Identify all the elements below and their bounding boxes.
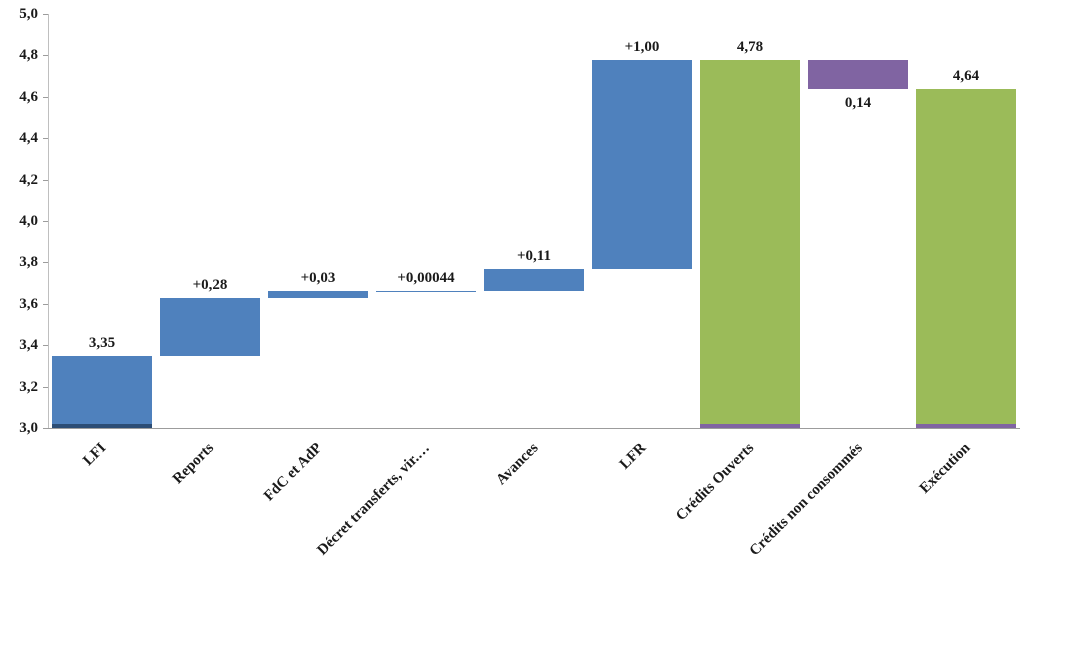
y-axis-line (48, 14, 49, 428)
y-axis-tick-mark (43, 179, 48, 181)
waterfall-bar-5 (484, 268, 584, 292)
y-axis-tick-mark (43, 386, 48, 388)
waterfall-bar-7 (700, 59, 800, 428)
bar-value-label: 3,35 (88, 334, 116, 351)
bar-value-label: +0,03 (300, 270, 336, 287)
y-axis-tick-mark (43, 428, 48, 429)
bar-value-label: 4,64 (952, 67, 980, 84)
y-axis-tick-label: 3,6 (19, 295, 38, 312)
bar-value-label: +1,00 (624, 38, 660, 55)
waterfall-bar-6 (592, 59, 692, 269)
waterfall-bar-9 (916, 88, 1016, 428)
bar-value-label: 0,14 (844, 94, 872, 111)
bar-value-label: +0,28 (192, 276, 228, 293)
category-label: LFI (80, 440, 110, 470)
category-label: Avances (493, 440, 542, 489)
y-axis-tick-mark (43, 345, 48, 347)
y-axis-tick-mark (43, 221, 48, 222)
waterfall-bar-1 (52, 355, 152, 428)
waterfall-bar-4 (376, 291, 476, 293)
waterfall-bar-3 (268, 291, 368, 298)
y-axis-tick-mark (43, 14, 48, 15)
category-label: Crédits non consommés (746, 440, 866, 560)
y-axis-tick-mark (43, 55, 48, 57)
y-axis-tick-label: 3,4 (19, 337, 38, 354)
y-axis-tick-label: 3,0 (19, 420, 38, 436)
category-label: Décret transferts, vir.… (314, 440, 434, 559)
bar-value-label: +0,00044 (397, 270, 455, 287)
y-axis-tick-label: 5,0 (19, 6, 38, 22)
category-label: LFR (616, 440, 650, 473)
y-axis-tick-label: 4,0 (19, 213, 38, 229)
bar-value-label: 4,78 (736, 38, 764, 55)
waterfall-bar-2 (160, 297, 260, 356)
y-axis-tick-label: 4,4 (19, 130, 38, 147)
bar-value-label: +0,11 (517, 247, 551, 264)
y-axis-tick-label: 3,2 (19, 378, 38, 395)
baseline-strip (916, 424, 1016, 428)
category-label: FdC et AdP (260, 440, 326, 505)
y-axis-tick-label: 4,8 (19, 47, 38, 64)
baseline-strip (700, 424, 800, 428)
y-axis-tick-label: 4,6 (19, 88, 38, 105)
y-axis-tick-label: 3,8 (19, 254, 38, 271)
category-label: Crédits Ouverts (673, 440, 758, 525)
category-label: Exécution (916, 440, 974, 497)
x-axis-line (48, 428, 1020, 429)
waterfall-bar-8 (808, 59, 908, 89)
y-axis-tick-label: 4,2 (19, 171, 38, 188)
y-axis-tick-mark (43, 303, 48, 305)
category-label: Reports (170, 440, 218, 488)
y-axis-tick-mark (43, 96, 48, 98)
y-axis-tick-mark (43, 138, 48, 140)
y-axis-tick-mark (43, 262, 48, 264)
baseline-strip (52, 424, 152, 428)
